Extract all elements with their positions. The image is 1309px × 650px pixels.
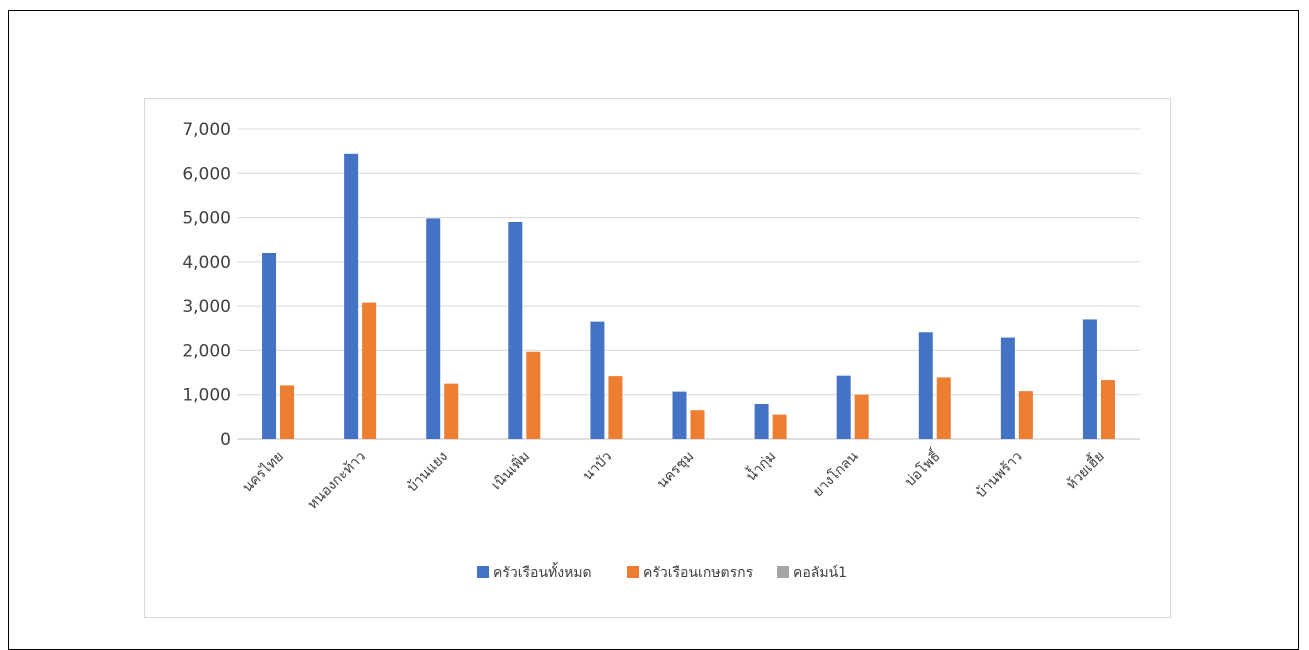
bar: [526, 351, 541, 439]
legend-label: ครัวเรือนเกษตรกร: [643, 565, 754, 581]
x-tick-label: บ้านแยง: [404, 449, 451, 496]
x-tick-label: นครชุม: [654, 449, 697, 492]
y-tick-label: 2,000: [182, 341, 231, 361]
x-tick-label: บ้านพร้าว: [973, 449, 1026, 502]
bar: [262, 253, 277, 439]
bar: [426, 218, 441, 439]
bar: [362, 302, 377, 439]
bar: [690, 410, 705, 439]
legend-swatch: [627, 566, 639, 578]
bar: [590, 321, 605, 439]
bar: [672, 391, 687, 439]
bar: [918, 332, 933, 439]
bar-chart: 0 1,000 2,000 3,000 4,000 5,000 6,000 7,000 นครไ…: [182, 120, 1140, 581]
bar: [608, 376, 623, 439]
bar: [1082, 319, 1097, 439]
bar: [280, 385, 295, 439]
y-tick-label: 3,000: [182, 297, 231, 317]
bar: [936, 377, 951, 439]
bar: [344, 153, 359, 440]
x-tick-label: นาบัว: [580, 449, 615, 484]
legend-label: ครัวเรือนทั้งหมด: [493, 562, 592, 581]
y-tick-label: 1,000: [182, 386, 231, 406]
bar: [1000, 337, 1015, 439]
legend-swatch: [777, 566, 789, 578]
bar: [508, 222, 523, 439]
x-tick-label: ยางโกลน: [809, 448, 862, 501]
y-tick-label: 7,000: [182, 120, 231, 140]
bar: [1018, 391, 1033, 439]
y-tick-label: 0: [220, 430, 231, 450]
x-tick-label: น้ำกุ่ม: [741, 446, 779, 484]
bar: [772, 414, 787, 439]
y-tick-label: 6,000: [182, 164, 231, 184]
x-tick-label: นครไทย: [239, 448, 287, 496]
chart-area: 0 1,000 2,000 3,000 4,000 5,000 6,000 7,000 นครไ…: [144, 98, 1171, 618]
bar: [854, 394, 869, 439]
x-tick-label: ห้วยเฮี้ย: [1061, 446, 1108, 493]
y-tick-label: 4,000: [182, 253, 231, 273]
y-tick-label: 5,000: [182, 209, 231, 229]
legend-swatch: [477, 566, 489, 578]
bar: [1100, 380, 1115, 439]
bar: [836, 375, 851, 439]
bar: [444, 383, 459, 439]
x-tick-label: หนองกะท้าว: [305, 449, 369, 513]
x-tick-label: บ่อโพธิ์: [900, 445, 945, 490]
legend-label: คอลัมน์1: [793, 564, 847, 581]
bar: [754, 404, 769, 439]
x-tick-label: เนินเพิ่ม: [487, 447, 533, 493]
